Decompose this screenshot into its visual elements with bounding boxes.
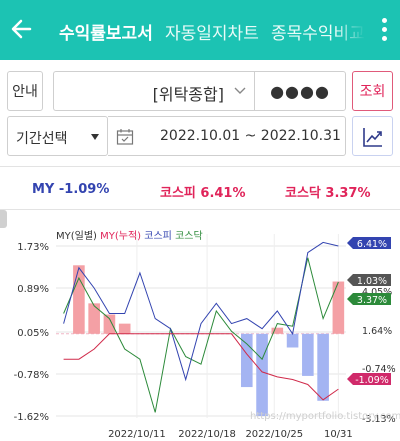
value-tag — [347, 237, 391, 249]
chart-view-button[interactable] — [352, 116, 393, 156]
app-bar: 수익률보고서 자동일지차트 종목수익비교 — [0, 0, 400, 60]
password-field[interactable]: ●●●● — [254, 71, 346, 111]
daily-bar-positive — [271, 327, 284, 334]
date-range-text: 2022.10.01 ~ 2022.10.31 — [160, 128, 341, 144]
value-tag-label: -1.09% — [355, 375, 389, 386]
return-chart: 1.73% 0.89% 0.05% -0.78% -1.62% 2022/10/11 202… — [14, 234, 396, 440]
legend-my-cumulative: MY(누적) — [100, 231, 142, 242]
value-tag — [347, 274, 391, 286]
daily-bar-negative — [256, 333, 268, 416]
kosdaq-return-summary: 코스닥 3.37% — [285, 186, 371, 201]
watermark-text: https://myportfolio.tistory.com — [250, 411, 400, 422]
calendar-icon — [116, 129, 134, 145]
chart-legend: MY(일별) MY(누적) 코스피 코스닥 — [56, 227, 203, 242]
kospi-return-summary: 코스피 6.41% — [160, 186, 246, 201]
value-tag — [347, 293, 391, 305]
x-tick-label: 2022/10/11 — [108, 429, 166, 440]
account-type: [위탁종합] — [152, 85, 224, 104]
period-label: 기간선택 — [16, 131, 68, 147]
daily-bar-negative — [286, 333, 299, 348]
value-tag-label: 3.37% — [357, 295, 387, 306]
chevron-down-icon — [234, 87, 246, 94]
date-range-field[interactable]: 2022.10.01 ~ 2022.10.31 — [108, 116, 346, 156]
daily-bar-positive — [332, 281, 345, 334]
value-tag-label: 1.03% — [357, 276, 387, 287]
right-axis-label: 4.05% — [362, 287, 392, 298]
more-menu-icon[interactable] — [377, 16, 391, 46]
right-axis-label: -0.74% — [362, 364, 396, 375]
kospi-line — [63, 241, 339, 382]
right-axis-label: 1.64% — [362, 326, 392, 337]
y-tick-label: -1.62% — [14, 412, 49, 423]
guide-button[interactable]: 안내 — [7, 71, 43, 111]
x-tick-label: 10/31 — [324, 429, 353, 440]
daily-bar-positive — [118, 323, 131, 334]
trend-chart-icon — [363, 128, 382, 147]
daily-bar-positive — [73, 265, 85, 334]
x-tick-label: 2022/10/25 — [245, 429, 303, 440]
legend-kospi: 코스피 — [144, 231, 172, 242]
return-summary-bar: MY -1.09% 코스피 6.41% 코스닥 3.37% — [0, 166, 400, 210]
daily-bar-negative — [240, 333, 253, 388]
query-button[interactable]: 조회 — [352, 71, 393, 111]
daily-bar-positive — [103, 314, 116, 334]
dropdown-triangle-icon — [91, 134, 99, 140]
value-tag-label: 6.41% — [357, 239, 387, 250]
account-select[interactable]: [위탁종합] — [53, 71, 254, 111]
legend-kosdaq: 코스닥 — [175, 231, 203, 242]
y-tick-label: -0.78% — [14, 370, 49, 381]
period-select[interactable]: 기간선택 — [7, 116, 108, 156]
right-axis-label: -3.13% — [362, 414, 396, 425]
daily-bar-negative — [302, 333, 314, 376]
y-tick-label: 1.73% — [17, 242, 49, 253]
value-tag — [347, 373, 391, 385]
y-tick-label: 0.05% — [17, 328, 49, 339]
tab-fade — [335, 0, 365, 60]
my-return-summary: MY -1.09% — [32, 182, 110, 197]
legend-my-daily: MY(일별) — [56, 231, 97, 242]
daily-bar-positive — [88, 303, 100, 334]
y-tick-label: 0.89% — [17, 284, 49, 295]
my-cumulative-line — [63, 333, 339, 401]
tab-auto-journal-chart[interactable]: 자동일지차트 — [165, 24, 259, 44]
x-tick-label: 2022/10/18 — [178, 429, 236, 440]
back-arrow-icon[interactable] — [8, 14, 38, 44]
side-drawer-handle[interactable] — [0, 210, 7, 228]
kosdaq-line — [63, 257, 339, 413]
tab-return-report[interactable]: 수익률보고서 — [59, 24, 153, 44]
daily-bar-negative — [317, 333, 329, 401]
